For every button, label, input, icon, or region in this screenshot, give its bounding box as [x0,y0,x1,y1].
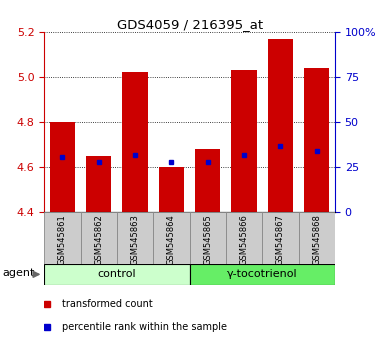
Text: GSM545865: GSM545865 [203,214,212,265]
Title: GDS4059 / 216395_at: GDS4059 / 216395_at [117,18,263,31]
Text: control: control [98,269,136,279]
Bar [195,149,221,212]
Bar [190,264,335,285]
Bar [44,264,190,285]
Text: GSM545867: GSM545867 [276,214,285,265]
Bar [226,212,262,264]
Bar [299,212,335,264]
Text: agent: agent [2,268,35,278]
Bar [190,212,226,264]
Text: GSM545862: GSM545862 [94,214,103,265]
Bar [50,122,75,212]
Text: γ-tocotrienol: γ-tocotrienol [227,269,298,279]
Text: GSM545863: GSM545863 [131,214,140,265]
Text: GSM545866: GSM545866 [239,214,249,265]
Bar [86,156,112,212]
Bar [231,70,257,212]
Text: GSM545868: GSM545868 [312,214,321,265]
Bar [80,212,117,264]
Text: GSM545861: GSM545861 [58,214,67,265]
Bar [268,39,293,212]
Bar [117,212,153,264]
Bar [159,167,184,212]
Text: transformed count: transformed count [62,299,152,309]
Text: GSM545864: GSM545864 [167,214,176,265]
Bar [304,68,330,212]
Bar [44,212,80,264]
Bar [262,212,299,264]
Bar [153,212,189,264]
Bar [122,73,148,212]
Text: percentile rank within the sample: percentile rank within the sample [62,322,227,332]
